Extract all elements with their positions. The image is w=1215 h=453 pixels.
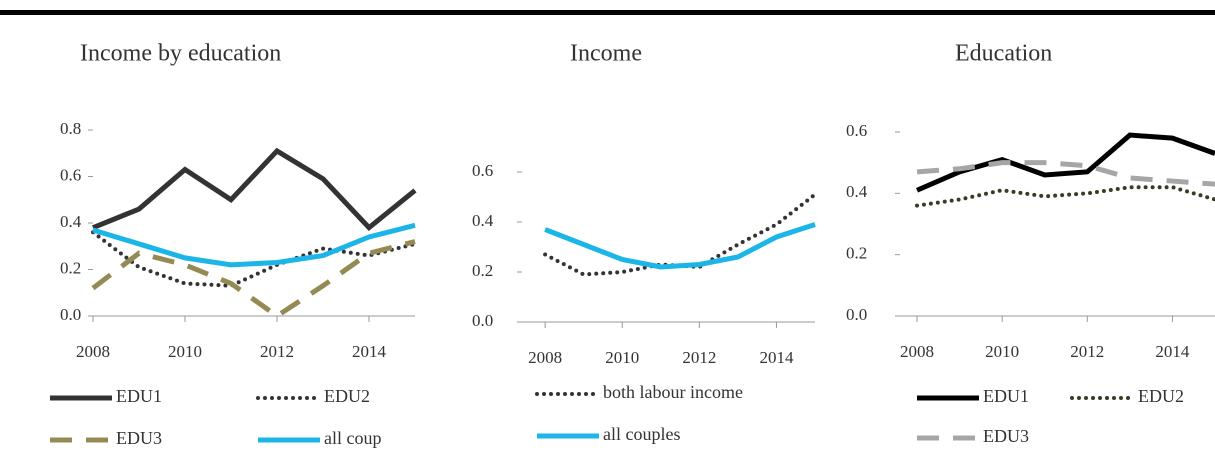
series-line [92,147,417,232]
x-tick-label: 2010 [985,342,1019,361]
top-rule [0,10,1215,15]
y-tick-label: 0.6 [846,121,867,140]
y-tick-label: 0.0 [846,305,867,324]
y-tick-label: 0.4 [60,212,82,231]
series-line [543,192,817,277]
y-tick-label: 0.2 [472,261,493,280]
legend-label: EDU3 [116,428,162,448]
series-line [544,222,816,270]
x-tick-label: 2008 [76,342,110,361]
y-tick-label: 0.0 [472,311,493,330]
legend-label: all coup [324,428,381,448]
x-tick-label: 2010 [168,342,202,361]
legend-label: EDU2 [1138,386,1184,406]
chart-title: Education [955,41,1052,67]
y-tick-label: 0.6 [472,161,493,180]
x-tick-label: 2014 [759,348,794,367]
chart-title: Income [570,41,642,67]
series-line [92,222,416,268]
y-tick-label: 0.8 [60,119,81,138]
series-line [916,160,1215,187]
y-tick-label: 0.2 [846,244,867,263]
series-line [91,239,416,320]
x-tick-label: 2010 [605,348,639,367]
legend-label: EDU3 [983,426,1029,446]
legend-label: EDU1 [116,386,162,406]
x-tick-label: 2012 [260,342,294,361]
y-tick-label: 0.4 [472,211,494,230]
series-line [915,185,1215,208]
y-tick-label: 0.6 [60,165,81,184]
y-tick-label: 0.0 [60,305,81,324]
x-tick-label: 2012 [682,348,716,367]
legend-label: all couples [603,424,680,444]
x-tick-label: 2012 [1070,342,1104,361]
chart-title: Income by education [80,41,281,67]
x-tick-label: 2008 [900,342,934,361]
y-tick-label: 0.2 [60,258,81,277]
legend-label: both labour income [603,382,743,402]
x-tick-label: 2014 [352,342,387,361]
x-tick-label: 2014 [1155,342,1190,361]
legend-label: EDU2 [324,386,370,406]
y-tick-label: 0.4 [846,182,868,201]
x-tick-label: 2008 [528,348,562,367]
legend-label: EDU1 [983,386,1029,406]
